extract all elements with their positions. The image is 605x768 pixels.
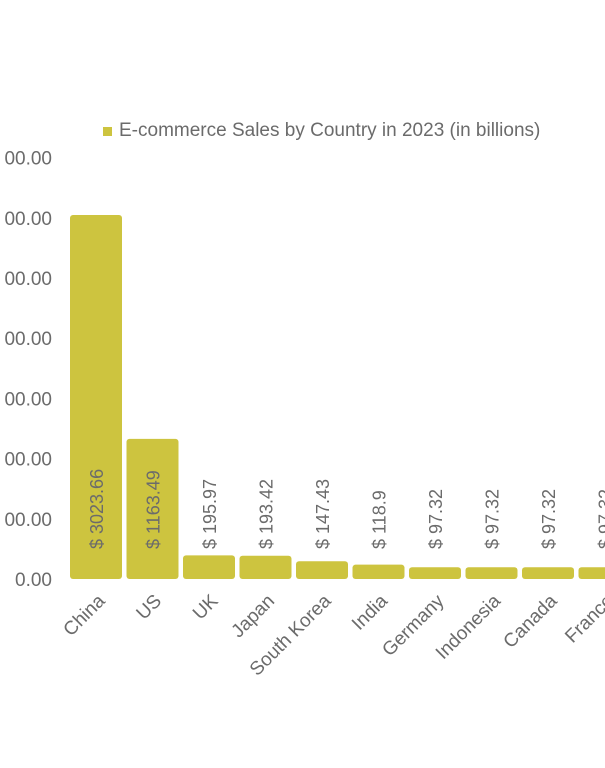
data-label: $ 193.42 [257,479,277,549]
data-label: $ 147.43 [313,479,333,549]
data-label: $ 97.32 [483,489,503,549]
bar [239,555,292,579]
bar [183,555,235,579]
bar [126,438,179,579]
data-label: $ 1163.49 [144,470,164,549]
x-tick-label: China [60,590,110,640]
bar [465,567,518,579]
y-tick-label: 00.00 [4,149,52,170]
y-tick-label: 00.00 [4,450,52,471]
legend-label: E-commerce Sales by Country in 2023 (in … [119,120,541,141]
bar [70,214,122,579]
y-tick-label: 0.00 [15,570,52,591]
y-tick-label: 00.00 [4,329,52,350]
data-label: $ 97.32 [426,489,446,549]
x-tick-label: US [133,591,167,625]
x-tick-label: Japan [228,591,279,642]
data-label: $ 3023.66 [87,469,107,549]
legend: E-commerce Sales by Country in 2023 (in … [103,120,540,142]
data-label: $ 118.9 [370,490,390,549]
bar [409,567,461,579]
x-tick-label: India [348,590,392,634]
y-tick-label: 00.00 [4,269,52,290]
y-tick-label: 00.00 [4,510,52,531]
bar [296,561,348,579]
data-label: $ 97.32 [596,489,605,549]
x-tick-label: Canada [500,590,562,652]
bar [578,567,605,579]
bar [352,564,405,579]
y-tick-label: 00.00 [4,389,52,410]
bars [70,214,605,579]
y-axis: 0.00 00.00 00.00 00.00 00.00 00.00 00.00 00.00 [4,149,52,591]
legend-swatch [103,126,112,136]
y-tick-label: 00.00 [4,209,52,230]
data-label: $ 195.97 [200,479,220,549]
x-tick-label: UK [189,590,223,624]
x-tick-label: France [561,591,605,648]
data-label: $ 97.32 [539,489,559,549]
bar [522,567,574,579]
data-labels: $ 3023.66 $ 1163.49 $ 195.97 $ 193.42 $ 147.… [87,469,605,549]
